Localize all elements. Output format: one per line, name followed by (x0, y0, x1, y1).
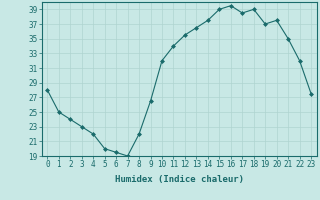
X-axis label: Humidex (Indice chaleur): Humidex (Indice chaleur) (115, 175, 244, 184)
